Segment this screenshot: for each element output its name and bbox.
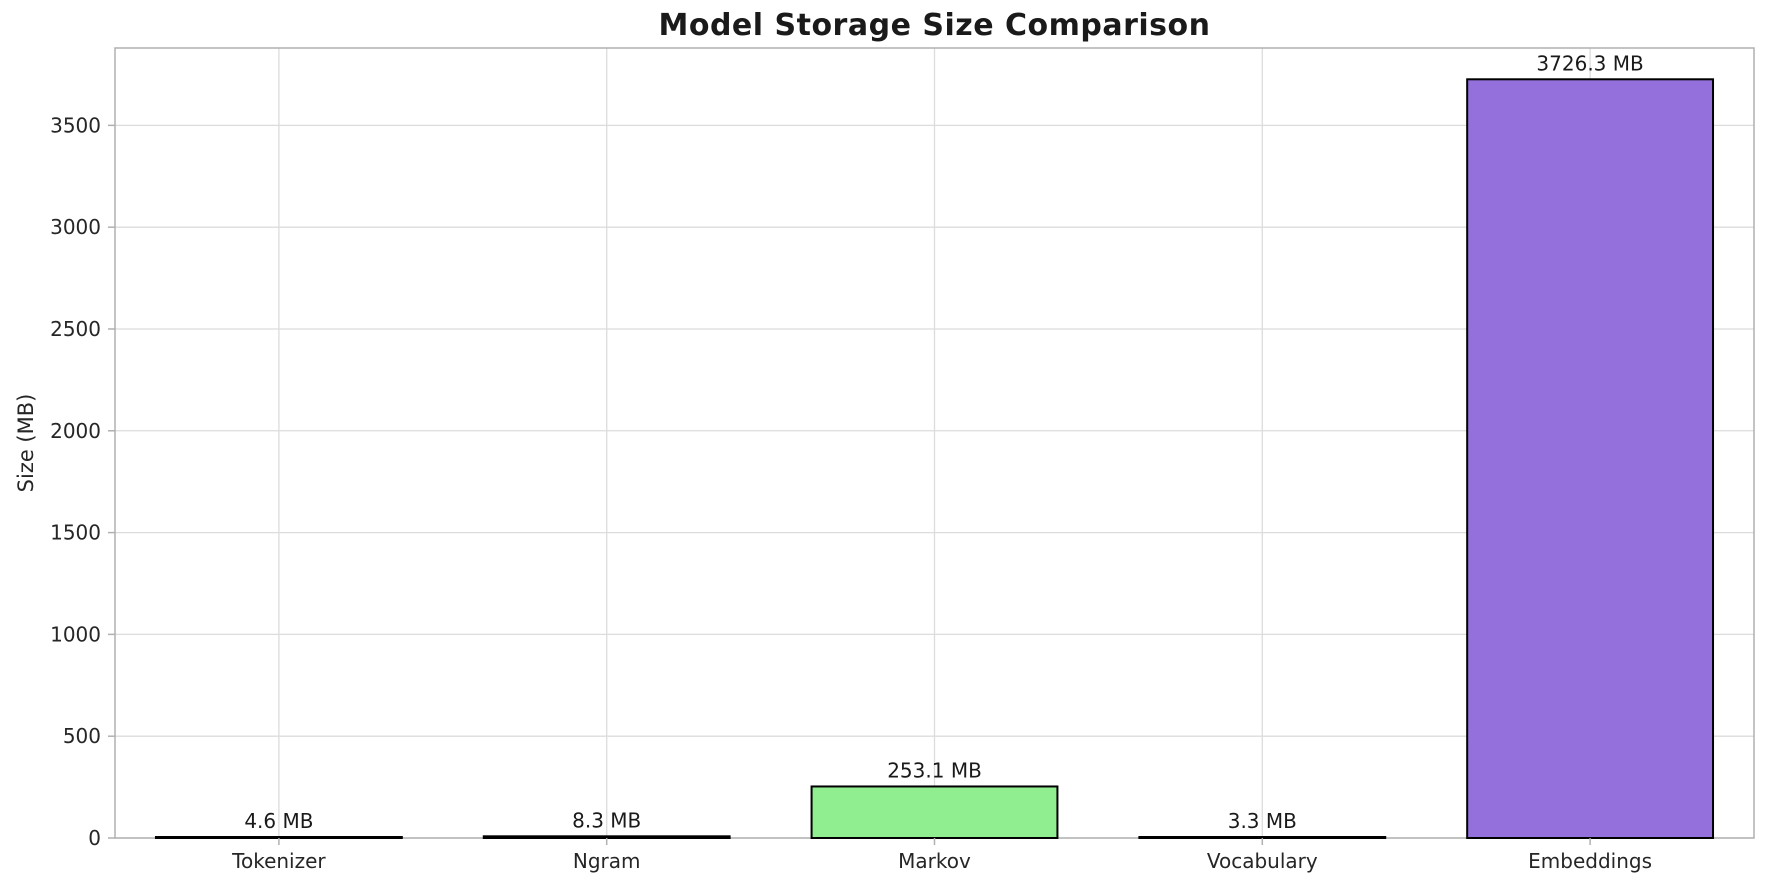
bar-value-label: 3726.3 MB [1536,51,1643,75]
y-tick-label: 2000 [50,419,101,443]
y-tick-label: 500 [63,724,101,748]
bar-embeddings [1466,78,1715,839]
y-tick-label: 2500 [50,317,101,341]
y-tick-label: 1500 [50,521,101,545]
bar-ngram [482,835,731,840]
chart-title: Model Storage Size Comparison [658,8,1211,43]
bar-value-label: 3.3 MB [1228,809,1297,833]
bar-value-label: 253.1 MB [887,758,982,782]
bar-value-label: 4.6 MB [244,809,313,833]
y-tick-label: 3500 [50,113,101,137]
bar-vocabulary [1138,836,1387,839]
x-category-label: Markov [898,849,971,873]
x-category-label: Vocabulary [1207,849,1318,873]
y-tick-label: 3000 [50,215,101,239]
x-category-label: Ngram [573,849,641,873]
bar-markov [810,785,1059,839]
x-category-label: Embeddings [1528,849,1652,873]
y-tick-label: 1000 [50,622,101,646]
bar-value-label: 8.3 MB [572,808,641,832]
bar-tokenizer [154,836,403,839]
x-category-label: Tokenizer [231,849,326,873]
y-tick-label: 0 [88,826,101,850]
